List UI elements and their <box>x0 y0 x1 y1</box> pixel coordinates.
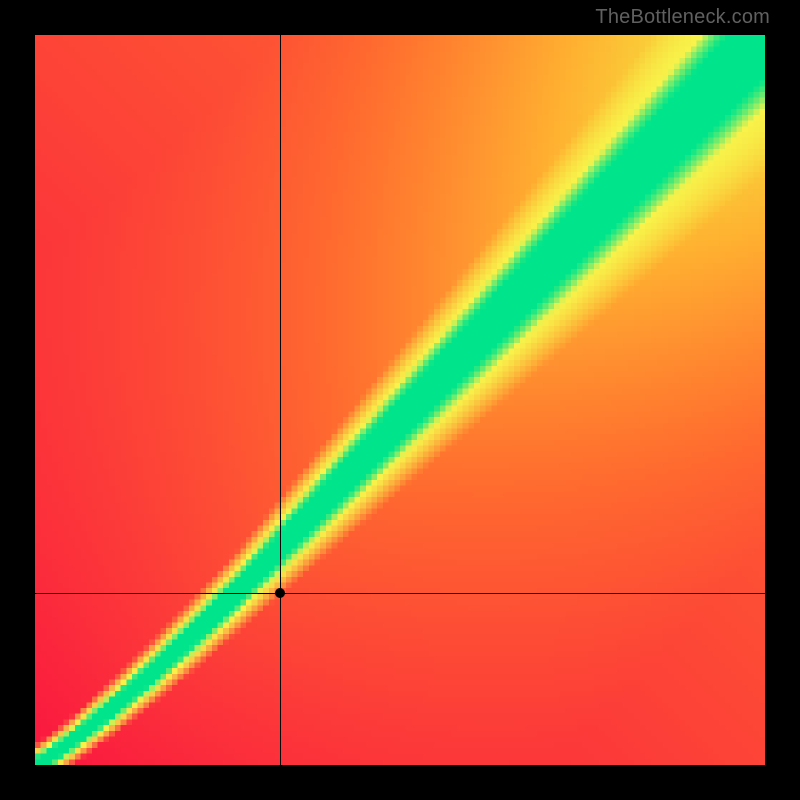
figure-container: TheBottleneck.com <box>0 0 800 800</box>
crosshair-horizontal <box>35 593 765 594</box>
watermark-text: TheBottleneck.com <box>595 6 770 29</box>
plot-area <box>35 35 765 765</box>
data-point-marker <box>275 588 285 598</box>
crosshair-vertical <box>280 35 281 765</box>
heatmap-canvas <box>35 35 765 765</box>
